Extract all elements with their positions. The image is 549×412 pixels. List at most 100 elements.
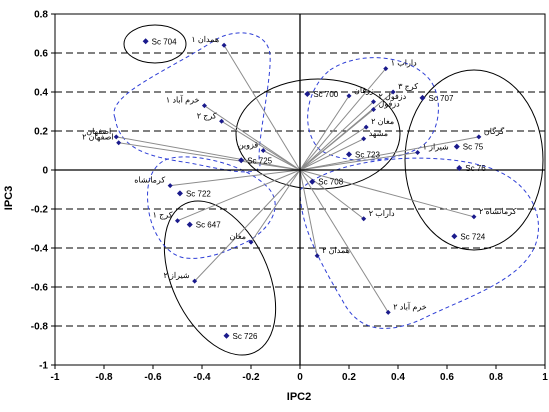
environment-vector <box>299 169 365 220</box>
x-tick-label: 1 <box>542 372 548 383</box>
x-tick-label: -0.6 <box>144 372 162 383</box>
environment-vector <box>263 150 301 171</box>
environment-label: مغان ۲ <box>371 117 394 126</box>
environment-label: داراب ۲ <box>369 209 395 218</box>
group-ellipse-solid <box>123 24 187 64</box>
cultivar-label: Sc 726 <box>233 332 258 341</box>
x-tick-label: -0.2 <box>242 372 260 383</box>
environment-vector <box>177 169 301 222</box>
x-tick-label: 0.2 <box>342 372 356 383</box>
environment-point <box>248 239 254 245</box>
environment-label: کرج ۳ <box>398 82 418 91</box>
environment-vector <box>299 151 418 171</box>
x-tick-label: 0.4 <box>391 372 405 383</box>
cultivar-point <box>223 332 230 339</box>
environment-point <box>221 42 227 48</box>
x-tick-label: -1 <box>51 372 60 383</box>
environment-point <box>260 148 266 153</box>
environment-point <box>361 136 367 142</box>
environment-vector <box>299 169 475 218</box>
axes <box>51 13 546 369</box>
cultivar-point <box>238 157 245 164</box>
cultivar-point <box>176 190 183 197</box>
environment-vector <box>221 120 301 171</box>
environment-vector <box>299 138 364 171</box>
x-tick-label: -0.4 <box>193 372 211 383</box>
cultivar-point <box>142 38 149 45</box>
group-outlines <box>113 24 544 356</box>
cultivar-point <box>309 178 316 185</box>
y-tick-label: -0.4 <box>31 244 49 255</box>
data-points: Sc 704 Sc 700 Sc 707 Sc 75 Sc 76 Sc 725 Sc 722… <box>82 35 516 341</box>
cultivar-label: Sc 724 <box>460 232 485 241</box>
x-tick-label: 0.6 <box>440 372 454 383</box>
environment-point <box>113 134 119 140</box>
environment-point <box>390 89 396 95</box>
y-tick-label: -1 <box>39 361 48 372</box>
cultivar-label: Sc 723 <box>355 150 380 159</box>
cultivar-label: Sc 722 <box>186 189 211 198</box>
environment-point <box>383 66 389 72</box>
environment-point <box>192 278 198 284</box>
cultivar-point <box>186 221 193 228</box>
environment-point <box>415 149 421 155</box>
environment-point <box>476 134 482 140</box>
environment-point <box>175 218 180 224</box>
y-tick-label: 0.8 <box>34 10 48 21</box>
cultivar-label: Sc 700 <box>313 90 338 99</box>
environment-label: کرمانشاه ۲ <box>479 207 517 216</box>
environment-label: همدان ۲ <box>322 246 350 255</box>
cultivar-point <box>453 143 460 150</box>
environment-vector <box>170 169 301 187</box>
tick-labels: -1 -0.8 -0.6 -0.4 -0.2 0 0.2 0.4 0.6 0.8 1 0.8 0.6 0.… <box>31 10 548 384</box>
environment-vector <box>299 109 374 171</box>
cultivar-label: Sc 708 <box>318 178 343 187</box>
environment-label: زرقان <box>354 86 374 95</box>
cultivar-point <box>456 165 463 172</box>
environment-vectors <box>116 44 479 313</box>
cultivar-label: Sc 704 <box>152 37 177 46</box>
environment-point <box>385 309 391 315</box>
environment-label: مغان <box>230 232 246 241</box>
environment-vector <box>299 169 318 256</box>
environment-label: گرگان <box>484 126 505 136</box>
environment-label: شیراز ۲ <box>164 271 190 280</box>
environment-label: اصفهان <box>86 127 111 136</box>
environment-point <box>314 253 320 259</box>
y-tick-label: 0 <box>42 166 48 177</box>
x-tick-label: -0.8 <box>95 372 113 383</box>
y-tick-label: -0.6 <box>31 283 49 294</box>
environment-point <box>363 124 369 130</box>
environment-point <box>167 183 173 189</box>
cultivar-point <box>346 151 352 158</box>
cultivar-point <box>451 233 458 240</box>
x-tick-label: 0.8 <box>489 372 503 383</box>
environment-label: خرم آباد ۱ <box>166 95 200 105</box>
environment-vector <box>299 169 389 313</box>
environment-vector <box>299 68 387 171</box>
environment-label: خرم آباد ۲ <box>393 301 427 311</box>
cultivar-label: Sc 647 <box>196 221 221 230</box>
y-tick-label: -0.8 <box>31 322 49 333</box>
environment-point <box>471 214 477 220</box>
y-tick-label: 0.2 <box>34 127 48 138</box>
environment-label: همدان ۱ <box>191 35 219 44</box>
environment-label: مشهد <box>369 129 388 138</box>
cultivar-label: Sc 76 <box>465 164 486 173</box>
environment-point <box>361 216 367 222</box>
group-ellipse-solid <box>163 200 277 356</box>
environment-vector <box>299 101 374 171</box>
environment-point <box>346 93 352 99</box>
cultivar-label: Sc 75 <box>463 143 484 152</box>
environment-vector <box>299 95 350 171</box>
x-axis-title: IPC2 <box>287 391 311 403</box>
environment-vector <box>250 169 301 243</box>
environment-label: کرمانشاه <box>134 176 165 185</box>
environment-point <box>116 140 122 146</box>
group-outline-dashed <box>147 156 276 259</box>
environment-vector <box>204 105 301 171</box>
environment-point <box>201 103 207 109</box>
cultivar-label: Sc 707 <box>429 94 454 103</box>
